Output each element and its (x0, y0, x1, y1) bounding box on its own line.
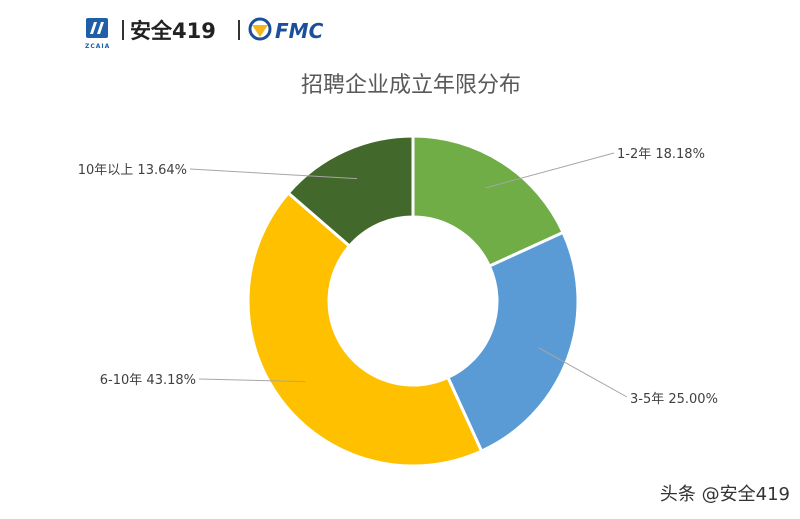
chart-title: 招聘企业成立年限分布 (301, 73, 521, 98)
slice-label-10: 10年以上 13.64% (78, 163, 187, 178)
slice-10[interactable] (286, 134, 415, 249)
slice-label-3-5: 3-5年 25.00% (630, 392, 718, 407)
slice-labels: 1-2年 18.18% 3-5年 25.00% 6-10年 43.18% 10年以上 … (78, 147, 718, 407)
watermark-text: 头条 @安全419 (660, 484, 790, 505)
leader-line-3-5 (538, 347, 628, 398)
zcaia-logo-icon (86, 18, 108, 38)
slice-1-2[interactable] (411, 134, 566, 269)
slice-label-6-10: 6-10年 43.18% (100, 373, 196, 388)
slice-3-5[interactable] (445, 230, 580, 454)
brand-sub-text: ZCAIA (85, 43, 110, 50)
donut-chart (246, 134, 580, 468)
header-divider-2 (238, 20, 240, 40)
slice-6-10[interactable] (246, 190, 484, 468)
leader-line-6-10 (198, 378, 306, 383)
partner-name: FMC (275, 19, 324, 43)
leader-line-10 (189, 168, 358, 180)
brand-header: ZCAIA 安全419 FMC (85, 17, 324, 50)
brand-name: 安全419 (130, 19, 216, 43)
header-divider-1 (122, 20, 124, 40)
leader-line-1-2 (485, 152, 615, 189)
slice-label-1-2: 1-2年 18.18% (617, 147, 705, 162)
fmc-logo-icon (248, 17, 272, 41)
